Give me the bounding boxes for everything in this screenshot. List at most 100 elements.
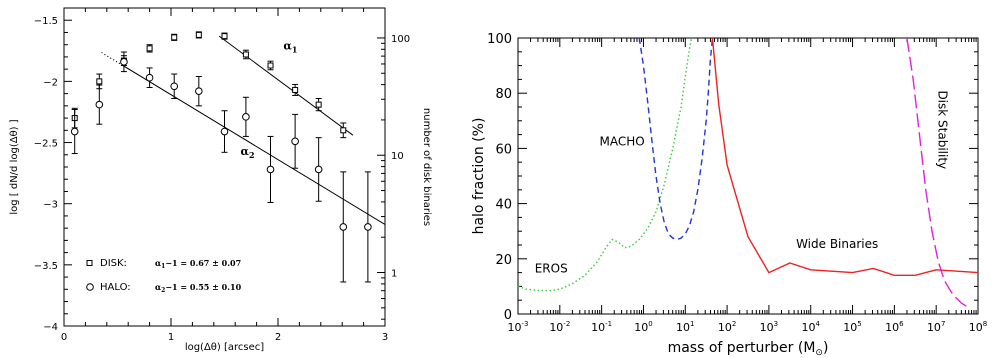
- disk-point: [221, 33, 228, 40]
- fit-line-1: [218, 35, 354, 136]
- left-y2-tick-label: 100: [391, 34, 410, 45]
- left-plot-frame: [63, 7, 386, 327]
- left-y-axis-label: log [ dN/d log(Δθ) ]: [9, 119, 20, 214]
- right-x-axis-label-sub: ⊙: [815, 348, 823, 358]
- right-chart: 10-3 10-2 10-1 100 101 102 103 104 105 106 107 1080…: [471, 32, 987, 358]
- annotation-wide-binaries: Wide Binaries: [796, 237, 878, 251]
- legend-formula-rest: −1 = 0.67 ± 0.07: [165, 258, 241, 268]
- right-y-tick-label: 0: [504, 308, 512, 323]
- left-y-tick-label: −4: [43, 322, 58, 333]
- right-x-tick-base: 10: [508, 321, 522, 334]
- right-x-tick-label: 106: [885, 320, 904, 334]
- right-x-tick-base: 10: [676, 321, 690, 334]
- left-y2-axis-label: number of disk binaries: [421, 108, 432, 226]
- fit-label-sub: 2: [249, 150, 255, 160]
- halo-point: [95, 100, 104, 109]
- disk-point: [315, 101, 322, 108]
- left-y2-tick-label: 10: [391, 151, 404, 162]
- right-x-tick-label: 103: [760, 320, 778, 334]
- right-x-tick-exponent: 6: [899, 320, 904, 328]
- left-chart: 0 1 2 3 −1.5 −2 −2.5 −3 −3.5 −4 1 10 100 log(Δθ) [arc…: [9, 7, 432, 353]
- fit-label-main: α: [283, 40, 292, 53]
- left-y-tick-label: −1.5: [34, 16, 58, 27]
- left-x-tick-label: 1: [168, 332, 174, 343]
- right-y-tick-label: 80: [495, 87, 512, 102]
- right-x-tick-label: 10-2: [549, 320, 570, 334]
- right-x-tick-exponent: 0: [648, 320, 652, 328]
- left-y-tick-label: −3.5: [34, 261, 58, 272]
- curve-macho: [638, 38, 714, 241]
- right-y-tick-label: 40: [495, 198, 512, 213]
- right-x-axis-label: mass of perturber (M⊙): [668, 340, 829, 358]
- right-x-tick-exponent: 2: [732, 320, 736, 328]
- right-x-tick-label: 108: [969, 320, 987, 334]
- annotation-macho: MACHO: [600, 135, 645, 149]
- right-y-tick-label: 100: [487, 32, 512, 47]
- right-x-tick-base: 10: [634, 321, 648, 334]
- left-x-tick-label: 2: [275, 332, 281, 343]
- right-x-tick-base: 10: [927, 321, 941, 334]
- disk-point: [242, 51, 249, 58]
- annotation-eros: EROS: [535, 262, 568, 276]
- right-x-tick-label: 100: [634, 320, 652, 334]
- disk-point: [340, 127, 347, 134]
- right-x-tick-base: 10: [843, 321, 857, 334]
- right-x-tick-label: 107: [927, 320, 945, 334]
- fit-line-extension-2: [101, 52, 124, 66]
- legend-formula-main: α: [155, 282, 161, 292]
- halo-point: [364, 223, 372, 231]
- curve-wide-binaries: [711, 38, 978, 277]
- legend-label: HALO:: [100, 282, 131, 293]
- right-x-axis-label-end: ): [823, 340, 828, 356]
- left-y2-tick-label: 1: [391, 269, 397, 280]
- right-y-tick-label: 60: [495, 142, 512, 157]
- legend-formula: α2−1 = 0.55 ± 0.10: [155, 282, 242, 294]
- curve-disk-stability: [906, 38, 971, 310]
- legend-circle-marker: [86, 283, 94, 291]
- right-x-axis-label-main: mass of perturber (M: [668, 340, 816, 356]
- right-x-tick-exponent: 1: [690, 320, 694, 328]
- right-x-tick-base: 10: [885, 321, 899, 334]
- annotation-disk-stability: Disk Stability: [935, 90, 949, 169]
- halo-point: [170, 82, 179, 91]
- halo-point: [220, 127, 229, 136]
- right-x-tick-label: 105: [843, 320, 861, 334]
- halo-point: [314, 165, 323, 174]
- legend-formula-main: α: [155, 258, 161, 268]
- right-plot-frame: [517, 37, 979, 315]
- fit-label-sub: 1: [292, 45, 298, 55]
- right-x-tick-exponent: 4: [815, 320, 820, 328]
- legend-formula: α1−1 = 0.67 ± 0.07: [155, 258, 241, 270]
- right-x-tick-exponent: 3: [774, 320, 778, 328]
- legend-square-marker: [86, 260, 93, 266]
- right-x-tick-base: 10: [718, 321, 732, 334]
- left-y-tick-label: −3: [43, 200, 58, 211]
- right-x-tick-exponent: -2: [563, 320, 570, 328]
- right-x-tick-base: 10: [549, 321, 563, 334]
- left-x-tick-label: 0: [61, 332, 67, 343]
- halo-point: [145, 73, 154, 82]
- left-x-tick-label: 3: [382, 332, 388, 343]
- disk-point: [171, 34, 178, 41]
- right-x-tick-exponent: 7: [941, 320, 945, 328]
- legend-formula-sub: 2: [161, 287, 165, 294]
- halo-point: [266, 165, 275, 174]
- fit-label-1: α1: [283, 40, 297, 55]
- left-y-tick-label: −2: [43, 77, 58, 88]
- curve-eros: [518, 38, 693, 292]
- fit-label-main: α: [241, 145, 250, 158]
- halo-point: [195, 87, 203, 95]
- right-x-tick-exponent: 8: [983, 320, 987, 328]
- disk-point: [146, 45, 153, 52]
- disk-point: [96, 78, 103, 85]
- right-x-tick-exponent: -3: [522, 320, 529, 328]
- right-x-tick-label: 10-1: [591, 320, 612, 334]
- halo-point: [339, 223, 348, 231]
- right-x-tick-base: 10: [801, 321, 815, 334]
- halo-point: [70, 127, 79, 136]
- disk-point: [195, 31, 202, 38]
- right-x-tick-label: 10-3: [508, 320, 529, 334]
- fit-line-2: [122, 65, 386, 225]
- right-x-tick-label: 101: [676, 320, 694, 334]
- right-x-tick-exponent: 5: [857, 320, 861, 328]
